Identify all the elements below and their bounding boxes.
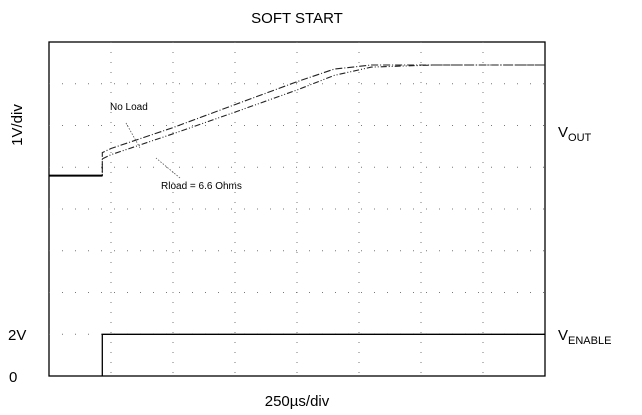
y-axis-label: 1V/div bbox=[9, 104, 26, 146]
vout-sub: OUT bbox=[568, 132, 592, 144]
trace-no-load bbox=[49, 64, 545, 177]
traces bbox=[49, 64, 545, 376]
channel-label-vout: VOUT bbox=[558, 124, 592, 144]
y-tick-label-2v: 2V bbox=[8, 327, 26, 344]
annotation-rload: Rload = 6.6 Ohms bbox=[161, 181, 242, 192]
trace-venable bbox=[101, 333, 545, 376]
venable-sub: ENABLE bbox=[568, 335, 611, 347]
annotation-leader-rload bbox=[155, 157, 181, 179]
trace-rload bbox=[49, 64, 545, 177]
grid bbox=[49, 42, 545, 376]
channel-label-venable: VENABLE bbox=[558, 327, 611, 347]
vout-main: V bbox=[558, 124, 568, 141]
annotation-no-load: No Load bbox=[110, 102, 148, 113]
chart-title: SOFT START bbox=[251, 10, 343, 27]
x-axis-label: 250µs/div bbox=[265, 393, 330, 410]
annotation-leader-no-load bbox=[125, 122, 141, 149]
venable-main: V bbox=[558, 327, 568, 344]
y-tick-label-0: 0 bbox=[9, 369, 17, 386]
